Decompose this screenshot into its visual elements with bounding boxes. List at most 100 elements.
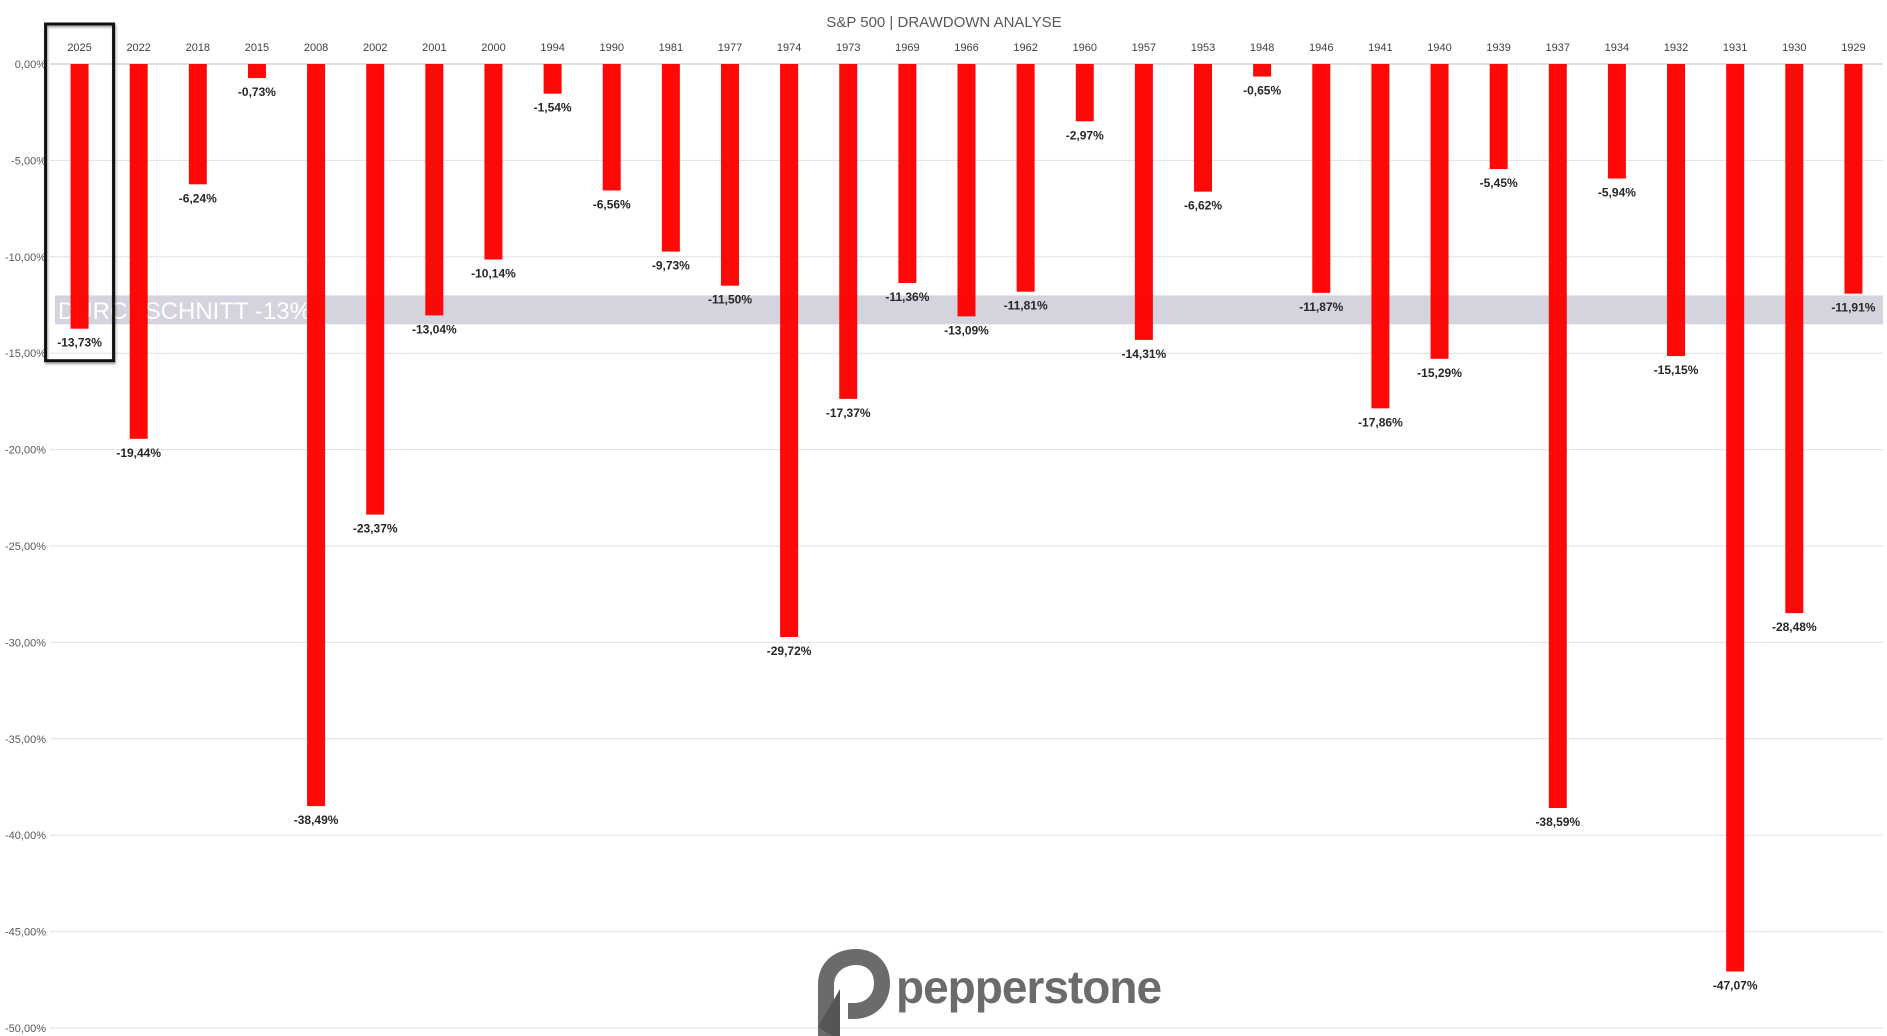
data-labels: -13,73% -19,44% -6,24% -0,73% -38,49% -23,37%… [57,84,1876,993]
y-axis-tick-labels: 0,00% -5,00% -10,00% -15,00% -20,00% -25,00% -… [5,59,46,1035]
data-label-1940: -15,29% [1417,366,1462,380]
data-label-2022: -19,44% [116,446,161,460]
data-label-1931: -47,07% [1713,979,1758,993]
bar-1990 [602,64,621,191]
year-label-1960: 1960 [1073,42,1097,54]
y-tick-label: -10,00% [5,252,46,264]
year-label-2025: 2025 [67,42,91,54]
bar-1960 [1075,64,1094,122]
bar-2001 [425,64,444,316]
data-label-2008: -38,49% [294,813,339,827]
bar-1966 [957,64,976,317]
y-tick-label: -35,00% [5,734,46,746]
data-label-1977: -11,50% [708,293,752,307]
data-label-1962: -11,81% [1004,299,1048,313]
year-label-1939: 1939 [1486,42,1510,54]
bar-2002 [366,64,385,515]
year-label-2018: 2018 [186,42,210,54]
year-label-1932: 1932 [1664,42,1688,54]
year-label-2022: 2022 [126,42,150,54]
year-label-1973: 1973 [836,42,860,54]
bar-2022 [129,64,148,439]
year-label-1931: 1931 [1723,42,1747,54]
bar-1939 [1489,64,1508,170]
bar-1962 [1016,64,1035,292]
bars [70,64,1863,972]
year-label-1969: 1969 [895,42,919,54]
bar-1973 [839,64,858,399]
data-label-1960: -2,97% [1066,128,1104,142]
data-label-1939: -5,45% [1480,176,1518,190]
bar-1981 [661,64,680,252]
data-label-1990: -6,56% [593,197,631,211]
year-label-1962: 1962 [1013,42,1037,54]
bar-1929 [1844,64,1863,294]
year-label-1940: 1940 [1427,42,1451,54]
pepperstone-logo-icon [818,949,890,1036]
year-label-2000: 2000 [481,42,505,54]
bar-1948 [1253,64,1272,77]
year-label-1948: 1948 [1250,42,1274,54]
y-tick-label: -20,00% [5,445,46,457]
bar-2018 [188,64,207,185]
y-tick-label: -45,00% [5,927,46,939]
data-label-1932: -15,15% [1654,363,1699,377]
y-tick-label: -5,00% [11,155,46,167]
y-tick-label: 0,00% [15,59,46,71]
data-label-2018: -6,24% [179,191,217,205]
y-tick-label: -40,00% [5,830,46,842]
data-label-1957: -14,31% [1122,347,1167,361]
bar-1957 [1134,64,1153,340]
bar-1953 [1194,64,1213,192]
bar-2000 [484,64,503,260]
data-label-1930: -28,48% [1772,620,1817,634]
bar-1946 [1312,64,1331,293]
y-tick-label: -50,00% [5,1023,46,1035]
data-label-1941: -17,86% [1358,415,1403,429]
bar-1937 [1548,64,1567,809]
chart-title: S&P 500 | DRAWDOWN ANALYSE [826,14,1061,31]
pepperstone-watermark: pepperstone [818,949,1162,1036]
year-label-2008: 2008 [304,42,328,54]
data-label-1974: -29,72% [767,644,812,658]
year-label-2001: 2001 [422,42,446,54]
data-label-1953: -6,62% [1184,199,1222,213]
year-label-2015: 2015 [245,42,269,54]
data-label-1948: -0,65% [1243,84,1281,98]
average-label: DURCHSCHNITT -13% [58,298,311,325]
year-label-1977: 1977 [718,42,742,54]
gridlines [50,63,1883,1029]
data-label-2000: -10,14% [471,266,516,280]
data-label-1981: -9,73% [652,259,690,273]
data-label-2015: -0,73% [238,85,276,99]
data-label-1994: -1,54% [534,101,572,115]
data-label-1937: -38,59% [1535,815,1580,829]
bar-1994 [543,64,562,94]
data-label-2001: -13,04% [412,322,457,336]
year-label-1937: 1937 [1546,42,1570,54]
year-label-1930: 1930 [1782,42,1806,54]
data-label-2002: -23,37% [353,522,398,536]
year-label-1981: 1981 [659,42,683,54]
data-label-1929: -11,91% [1831,301,1875,315]
bar-1931 [1726,64,1745,972]
y-tick-label: -30,00% [5,637,46,649]
year-label-1929: 1929 [1841,42,1865,54]
bar-1969 [898,64,917,284]
y-tick-label: -25,00% [5,541,46,553]
data-label-1946: -11,87% [1299,300,1343,314]
bar-2025 [70,64,89,329]
highlight-box-2025 [44,22,116,363]
year-label-1946: 1946 [1309,42,1333,54]
bar-1934 [1607,64,1626,179]
data-label-1969: -11,36% [885,290,929,304]
data-label-2025: -13,73% [57,336,102,350]
bar-1977 [720,64,739,286]
bar-2008 [307,64,326,807]
x-axis-year-labels: 2025 2022 2018 2015 2008 2002 2001 2000 1994 1990… [67,42,1865,54]
data-label-1973: -17,37% [826,406,871,420]
year-label-1934: 1934 [1605,42,1629,54]
year-label-1957: 1957 [1132,42,1156,54]
bar-1940 [1430,64,1449,359]
